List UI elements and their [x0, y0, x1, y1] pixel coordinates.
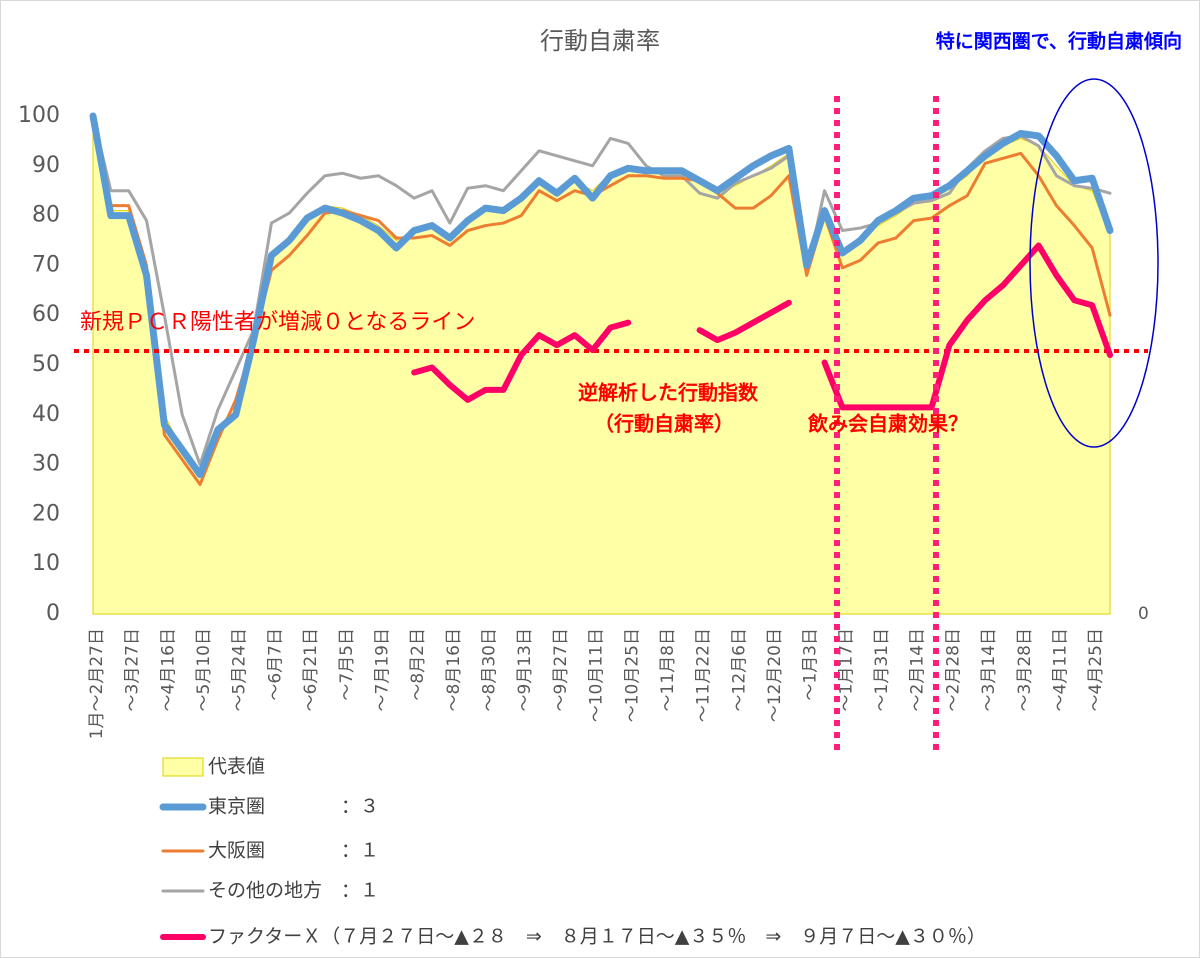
plot-area: 0 10 20 30 40 50 60 70 80 90 100 0 1月～2月27日 ～3月27日 ～4月…	[18, 103, 1149, 739]
x-tick-label: ～4月11日	[1050, 628, 1070, 711]
x-tick-label: ～5月10日	[194, 628, 214, 711]
x-tick-label: ～11月8日	[658, 628, 678, 711]
x-tick-label: ～1月31日	[872, 628, 892, 711]
line	[89, 112, 1114, 479]
x-tick-label: ～2月28日	[943, 628, 963, 711]
x-tick-label: ～3月28日	[1015, 628, 1035, 711]
y-tick-label: 40	[32, 402, 60, 427]
x-tick-label: ～2月14日	[908, 628, 928, 711]
x-tick-label: ～1月3日	[801, 628, 821, 701]
y-tick-label: 30	[32, 452, 60, 477]
annotation: 飲み会自粛効果？	[807, 412, 968, 436]
x-tick-label: ～5月24日	[230, 628, 250, 711]
legend-label: 東京圏 ：３	[208, 796, 379, 818]
y-tick-label: 60	[32, 302, 60, 327]
x-tick-label: ～11月22日	[694, 628, 714, 722]
legend-swatch	[162, 757, 204, 777]
line	[91, 114, 1112, 467]
x-tick-label: ～8月16日	[444, 628, 464, 711]
x-tick-label: ～7月5日	[337, 628, 357, 701]
x-tick-label: ～12月20日	[765, 628, 785, 722]
x-tick-label: ～3月14日	[979, 628, 999, 711]
line	[411, 242, 1113, 411]
x-tick-label: ～4月16日	[158, 628, 178, 711]
annotation: 特に関西圏で、行動自粛傾向	[936, 30, 1182, 53]
x-tick-label: ～9月13日	[515, 628, 535, 711]
x-tick-label: ～8月30日	[480, 628, 500, 711]
chart-title: 行動自粛率	[540, 27, 660, 55]
legend-label: 大阪圏 ：１	[208, 840, 379, 862]
legend-label: ファクターＸ（７月２７日～▲２８ ⇒ ８月１７日～▲３５％ ⇒ ９月７日～▲３０…	[208, 926, 986, 948]
y-tick-label: 50	[32, 352, 60, 377]
annotation: （行動自粛率）	[594, 412, 734, 436]
y-tick-label: 0	[46, 601, 60, 626]
y-tick-label: 20	[32, 501, 60, 526]
x-tick-label: ～8月2日	[408, 628, 428, 701]
y-tick-label: 80	[32, 203, 60, 228]
x-tick-label: ～6月21日	[301, 628, 321, 711]
x-tick-label: ～10月25日	[622, 628, 642, 722]
x-tick-label: ～1月17日	[836, 628, 856, 711]
legend-label: その他の地方 ：１	[208, 880, 379, 902]
y2-tick-label: 0	[1138, 604, 1149, 624]
x-tick-label: ～6月7日	[265, 628, 285, 701]
highlight-ellipse	[1029, 78, 1159, 448]
y-tick-label: 70	[32, 252, 60, 277]
y-tick-label: 10	[32, 551, 60, 576]
y-tick-label: 100	[18, 103, 60, 128]
x-tick-label: 1月～2月27日	[87, 628, 107, 739]
x-tick-label: ～9月27日	[551, 628, 571, 711]
x-tick-label: ～10月11日	[587, 628, 607, 722]
legend-label: 代表値	[208, 756, 265, 778]
x-tick-label: ～4月25日	[1086, 628, 1106, 711]
x-tick-label: ～7月19日	[372, 628, 392, 711]
annotation: 逆解析した行動指数	[578, 381, 759, 405]
x-tick-label: ～12月6日	[729, 628, 749, 711]
y-tick-label: 90	[32, 153, 60, 178]
threshold-label: 新規ＰＣＲ陽性者が増減０となるライン	[80, 310, 475, 335]
x-tick-label: ～3月27日	[123, 628, 143, 711]
